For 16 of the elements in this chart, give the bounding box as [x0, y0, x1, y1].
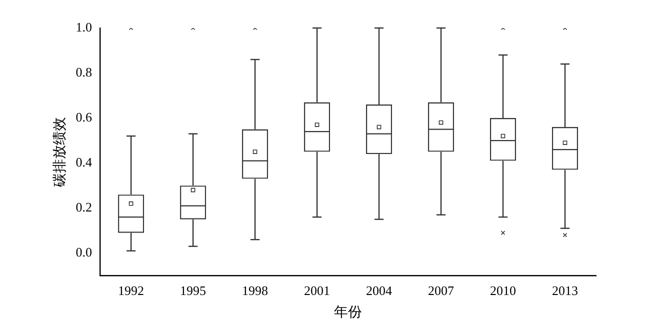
x-tick-label: 1998	[242, 282, 268, 298]
x-tick-label: 2001	[304, 282, 330, 298]
y-tick-label: 0.6	[76, 109, 93, 124]
y-axis-title: 碳排放绩效	[52, 116, 68, 188]
y-tick-label: 0.8	[76, 64, 92, 80]
y-tick-label: 0.4	[76, 154, 93, 170]
y-tick-label: 0.2	[76, 199, 92, 214]
x-tick-label: 2010	[490, 282, 516, 298]
x-tick-label: 1992	[118, 282, 144, 298]
x-tick-label: 2013	[552, 282, 578, 298]
x-tick-label: 2004	[366, 282, 393, 298]
x-axis-title: 年份	[334, 304, 362, 320]
y-tick-label: 1.0	[76, 19, 92, 34]
x-tick-label: 1995	[180, 282, 206, 298]
y-tick-label: 0.0	[76, 244, 92, 260]
x-tick-label: 2007	[428, 282, 455, 298]
